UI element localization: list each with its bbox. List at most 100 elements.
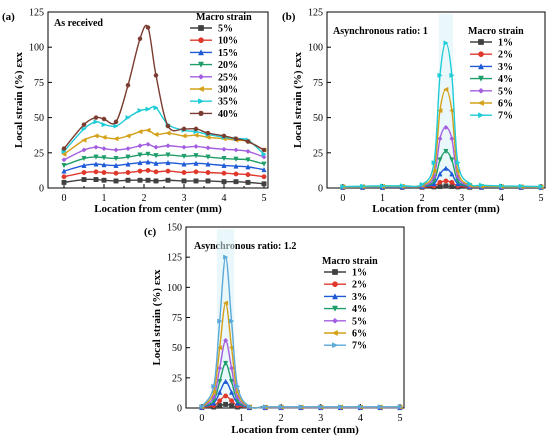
data-point-7%	[235, 383, 241, 389]
data-point-20%	[125, 154, 131, 160]
data-point-7%	[229, 318, 235, 324]
legend-title: Macro strain	[468, 26, 524, 37]
data-point-7%	[431, 160, 437, 166]
data-point-2%	[229, 398, 235, 404]
data-point-35%	[93, 119, 99, 125]
legend-entry-label: 1%	[498, 38, 513, 49]
x-tick-label: 4	[358, 413, 363, 424]
y-tick-label: 50	[34, 113, 44, 124]
data-point-35%	[125, 114, 131, 121]
legend-entry-label: 5%	[352, 316, 367, 327]
x-tick-label: 2	[420, 193, 425, 204]
legend-swatch-marker	[331, 305, 339, 312]
data-point-35%	[113, 123, 119, 129]
data-point-10%	[145, 167, 151, 173]
data-point-20%	[221, 155, 227, 162]
legend-entry-label: 6%	[352, 329, 367, 340]
y-tick-label: 150	[167, 223, 182, 234]
legend-entry-label: 40%	[218, 109, 238, 120]
data-point-7%	[278, 404, 284, 410]
data-point-30%	[153, 131, 159, 138]
data-point-6%	[216, 345, 223, 351]
data-point-5%	[223, 337, 229, 343]
data-point-15%	[261, 166, 267, 173]
data-point-10%	[137, 168, 143, 174]
data-point-5%	[181, 178, 187, 184]
legend-entry-label: 25%	[218, 72, 238, 83]
data-point-15%	[233, 163, 239, 169]
legend-swatch-marker	[332, 317, 338, 324]
data-point-15%	[153, 160, 159, 166]
x-tick-label: 5	[262, 193, 267, 204]
data-point-5%	[145, 177, 151, 183]
data-point-20%	[61, 163, 67, 169]
y-tick-label: 100	[29, 43, 44, 54]
panel-annotation: As received	[54, 18, 103, 29]
data-point-40%	[113, 119, 119, 124]
data-point-40%	[93, 115, 99, 120]
data-point-40%	[245, 139, 251, 144]
data-point-15%	[165, 159, 171, 166]
data-point-30%	[193, 132, 199, 138]
data-point-40%	[221, 133, 227, 139]
x-tick-label: 4	[222, 193, 227, 204]
panel-label: (c)	[144, 226, 157, 238]
data-point-15%	[145, 159, 151, 165]
data-point-25%	[113, 147, 119, 153]
legend-swatch-marker	[477, 75, 485, 82]
legend-swatch-marker	[478, 112, 485, 119]
x-tick-label: 5	[398, 413, 403, 424]
data-point-10%	[193, 169, 199, 175]
series-line-15%	[63, 161, 265, 172]
data-point-40%	[125, 83, 131, 88]
data-point-40%	[165, 123, 171, 129]
data-point-10%	[221, 170, 227, 176]
data-point-1%	[229, 403, 235, 409]
data-point-10%	[205, 170, 211, 175]
data-point-7%	[360, 183, 366, 189]
data-point-5%	[93, 177, 99, 183]
data-point-15%	[193, 160, 199, 166]
data-point-15%	[221, 162, 227, 168]
data-point-30%	[125, 133, 131, 139]
legend-swatch-marker	[478, 39, 484, 45]
data-point-30%	[181, 133, 187, 139]
data-point-6%	[210, 389, 217, 395]
data-point-25%	[61, 157, 67, 163]
data-point-7%	[455, 160, 461, 166]
data-point-5%	[443, 124, 449, 131]
legend-entry-label: 3%	[352, 292, 367, 303]
data-point-25%	[137, 143, 143, 149]
x-axis-label: Location from center (mm)	[94, 203, 222, 215]
legend-swatch-marker	[477, 63, 485, 70]
panel-label: (b)	[282, 11, 296, 23]
x-tick-label: 0	[199, 413, 204, 424]
data-point-35%	[137, 107, 143, 114]
data-point-35%	[153, 105, 159, 111]
data-point-2%	[223, 393, 229, 399]
y-tick-label: 75	[172, 313, 182, 324]
x-axis-label: Location from center (mm)	[372, 203, 500, 215]
data-point-7%	[437, 72, 443, 78]
data-point-25%	[233, 147, 239, 153]
data-point-10%	[181, 170, 187, 175]
data-point-7%	[199, 403, 205, 410]
y-tick-label: 125	[29, 8, 44, 19]
y-tick-label: 0	[318, 184, 323, 195]
legend-title: Macro strain	[322, 256, 378, 267]
data-point-3%	[455, 181, 461, 187]
data-point-20%	[153, 153, 159, 159]
data-point-7%	[298, 404, 304, 410]
data-point-40%	[193, 126, 199, 132]
data-point-40%	[153, 73, 159, 78]
data-point-35%	[145, 106, 151, 112]
data-point-25%	[221, 146, 227, 152]
data-point-15%	[137, 159, 143, 166]
data-point-5%	[193, 178, 199, 184]
legend-entry-label: 35%	[218, 97, 238, 108]
data-point-7%	[397, 404, 403, 410]
data-point-7%	[357, 404, 364, 410]
legend-swatch-marker	[331, 293, 339, 300]
data-point-30%	[61, 151, 67, 157]
